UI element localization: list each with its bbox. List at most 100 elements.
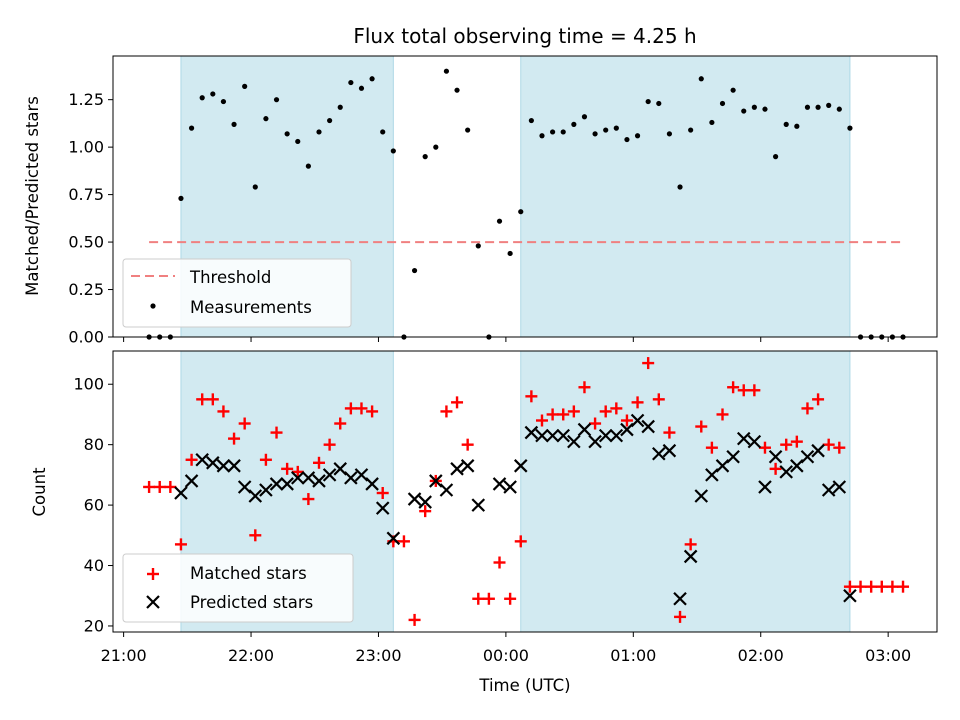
matched-stars-point <box>854 580 867 593</box>
predicted-stars-point <box>471 498 486 512</box>
matched-stars-point <box>366 405 379 418</box>
predicted-stars-point-b <box>407 492 422 506</box>
bottom-legend-box <box>122 553 354 623</box>
matched-stars-point <box>812 393 825 406</box>
y-tick-label: 0.50 <box>68 233 104 252</box>
predicted-stars-point <box>577 422 592 437</box>
bottom-y-axis-label: Count <box>30 467 49 517</box>
top-legend-measurements-swatch <box>150 303 156 309</box>
predicted-stars-point <box>535 428 549 443</box>
measurement-point <box>390 148 396 154</box>
matched-stars-point <box>843 580 856 593</box>
predicted-stars-point-b <box>609 428 624 443</box>
measurement-point <box>794 123 800 129</box>
matched-stars-point <box>153 480 166 493</box>
measurement-point <box>273 97 280 103</box>
measurement-point <box>762 106 768 112</box>
predicted-stars-point-b <box>280 477 294 491</box>
measurement-point <box>188 125 195 131</box>
matched-stars-point <box>758 441 771 454</box>
measurement-point <box>847 125 853 131</box>
predicted-stars-point <box>184 474 199 488</box>
matched-stars-point <box>748 384 761 397</box>
predicted-stars-point <box>492 477 507 491</box>
predicted-stars-point-b <box>174 486 188 500</box>
predicted-stars-point <box>439 483 454 497</box>
matched-stars-point <box>164 480 177 493</box>
bottom-plot-frame <box>112 350 938 633</box>
measurement-point <box>348 79 354 86</box>
matched-stars-point <box>397 535 410 548</box>
predicted-stars-point <box>768 449 783 464</box>
measurement-point <box>603 127 609 133</box>
predicted-stars-point <box>503 480 517 494</box>
predicted-stars-point <box>832 480 847 494</box>
measurement-point <box>210 91 216 97</box>
predicted-stars-point-b <box>269 477 284 491</box>
measurement-point <box>624 136 630 143</box>
y-tick-label: 1.25 <box>68 90 104 109</box>
bottom-shaded-intervals <box>180 351 851 632</box>
bottom-legend: Matched stars Predicted stars <box>122 553 354 623</box>
predicted-stars-point <box>365 477 379 491</box>
measurement-point <box>741 108 747 114</box>
matched-stars-point <box>281 462 294 475</box>
predicted-stars-point <box>609 428 624 443</box>
predicted-stars-point <box>460 459 475 473</box>
measurement-point <box>709 119 715 126</box>
measurement-point <box>422 154 428 160</box>
predicted-stars-point-b <box>354 468 369 482</box>
predicted-stars-point-b <box>375 501 390 515</box>
matched-stars-point <box>557 408 570 421</box>
x-tick-label: 02:00 <box>738 646 784 665</box>
matched-stars-point <box>174 538 187 551</box>
measurement-point <box>220 98 227 105</box>
predicted-stars-point <box>843 588 857 603</box>
measurement-point <box>581 114 588 120</box>
y-tick-label: 20 <box>84 616 104 635</box>
predicted-stars-point-b <box>450 462 464 476</box>
matched-stars-point <box>652 393 665 406</box>
predicted-stars-point-b <box>535 428 549 443</box>
predicted-stars-point-b <box>439 483 454 497</box>
matched-stars-point <box>886 580 899 593</box>
predicted-stars-point <box>290 471 305 485</box>
predicted-stars-point-b <box>290 471 305 485</box>
bottom-legend-predicted-swatch <box>146 595 160 609</box>
measurement-point <box>433 144 439 150</box>
predicted-stars-point-b <box>683 549 698 564</box>
matched-stars-point <box>270 426 283 439</box>
measurement-point <box>465 127 471 133</box>
measurement-point <box>411 267 418 274</box>
predicted-stars-point-b <box>726 449 740 464</box>
y-tick-label: 0.00 <box>68 328 104 347</box>
matched-stars-point <box>546 408 559 421</box>
matched-stars-point <box>196 393 209 406</box>
matched-stars-point <box>865 580 878 593</box>
predicted-stars-point-b <box>248 489 263 503</box>
y-tick-label: 60 <box>84 496 104 515</box>
matched-stars-point <box>228 432 241 445</box>
measurement-point <box>242 83 248 89</box>
matched-stars-point <box>461 438 474 451</box>
matched-stars-point <box>610 402 623 415</box>
predicted-stars-point-b <box>588 434 602 449</box>
predicted-stars-point <box>736 431 751 446</box>
matched-stars-point <box>727 381 740 394</box>
predicted-stars-point-b <box>630 413 645 428</box>
matched-stars-point <box>674 610 687 623</box>
measurement-point <box>496 218 503 224</box>
bottom-x-axis-label: Time (UTC) <box>478 676 570 695</box>
matched-stars-point <box>472 592 485 605</box>
predicted-stars-point-b <box>577 422 592 437</box>
top-legend-threshold-label: Threshold <box>189 268 271 287</box>
predicted-stars-point-b <box>259 483 273 497</box>
predicted-stars-point <box>630 413 645 428</box>
matched-stars-point <box>578 381 591 394</box>
top-y-axis-label: Matched/Predicted stars <box>23 96 42 296</box>
measurement-point <box>550 129 556 135</box>
predicted-stars-point <box>227 459 241 473</box>
measurement-point <box>836 106 842 112</box>
x-tick-label: 23:00 <box>355 646 401 665</box>
measurement-point <box>826 102 832 108</box>
